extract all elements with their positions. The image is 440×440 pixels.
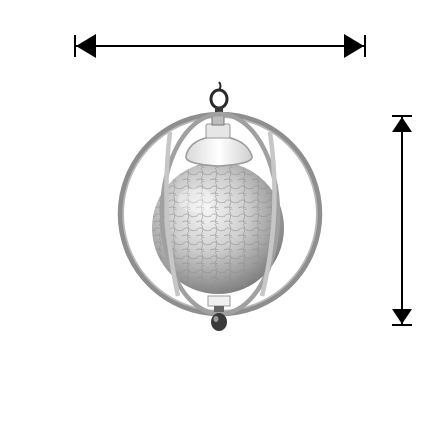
hanging-hook bbox=[209, 81, 229, 117]
bottom-finial bbox=[207, 295, 231, 331]
socket-canopy bbox=[185, 114, 253, 167]
vertical-double-arrow-icon bbox=[392, 115, 412, 326]
orb-pendant-lamp-icon bbox=[117, 81, 323, 331]
glass-globe bbox=[152, 162, 284, 294]
horizontal-double-arrow-icon bbox=[74, 34, 366, 58]
